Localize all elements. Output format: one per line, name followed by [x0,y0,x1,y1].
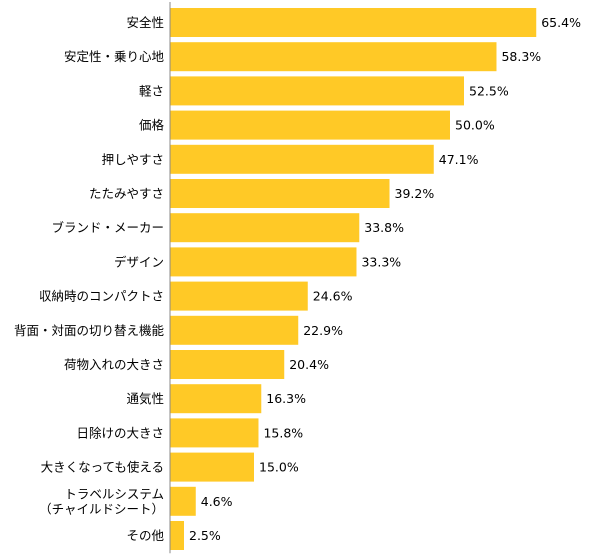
category-label-9: 背面・対面の切り替え機能 [14,323,165,338]
value-label-7: 33.3% [361,254,401,269]
bar-11 [170,384,262,414]
category-label-11: 通気性 [126,391,164,406]
bar-4 [170,144,434,174]
category-label-14: トラベルシステム（チャイルドシート） [39,486,164,516]
value-label-3: 50.0% [455,118,495,133]
value-label-9: 22.9% [303,323,343,338]
value-label-2: 52.5% [469,83,509,98]
category-label-15: その他 [126,528,164,543]
value-label-13: 15.0% [259,460,299,475]
value-label-5: 39.2% [395,186,435,201]
category-label-8: 収納時のコンパクトさ [39,289,164,304]
category-label-13: 大きくなっても使える [41,460,164,475]
bars-group [170,8,537,550]
category-label-10: 荷物入れの大きさ [64,357,164,372]
bar-0 [170,8,537,37]
category-label-0: 安全性 [126,15,164,30]
bar-3 [170,110,450,140]
category-label-6: ブランド・メーカー [51,220,164,235]
category-label-2: 軽さ [139,83,164,98]
value-label-0: 65.4% [541,15,581,30]
bar-7 [170,247,357,277]
value-labels-group: 65.4% 58.3% 52.5% 50.0% 47.1% 39.2% 33.8% 33.3%… [189,15,581,543]
value-label-1: 58.3% [501,49,541,64]
category-labels-group: 安全性安定性・乗り心地軽さ価格押しやすさたたみやすさブランド・メーカーデザイン収… [14,15,165,543]
value-label-6: 33.8% [364,220,404,235]
bar-6 [170,213,360,243]
value-label-4: 47.1% [439,152,479,167]
category-label-5: たたみやすさ [89,186,164,201]
value-label-11: 16.3% [266,391,306,406]
bar-14 [170,486,196,516]
bar-2 [170,76,464,106]
value-label-12: 15.8% [263,425,303,440]
bar-9 [170,315,299,345]
value-label-10: 20.4% [289,357,329,372]
bar-12 [170,418,259,448]
value-label-15: 2.5% [189,528,221,543]
bar-1 [170,42,497,72]
bar-5 [170,179,390,208]
bar-13 [170,452,254,482]
category-label-1: 安定性・乗り心地 [64,49,165,64]
category-label-3: 価格 [139,118,165,133]
value-label-14: 4.6% [201,494,233,509]
category-label-12: 日除けの大きさ [76,425,164,440]
bar-8 [170,281,308,311]
bar-15 [170,521,184,550]
category-label-7: デザイン [114,254,164,269]
value-label-8: 24.6% [313,289,353,304]
category-label-4: 押しやすさ [102,152,164,167]
bar-10 [170,350,285,379]
